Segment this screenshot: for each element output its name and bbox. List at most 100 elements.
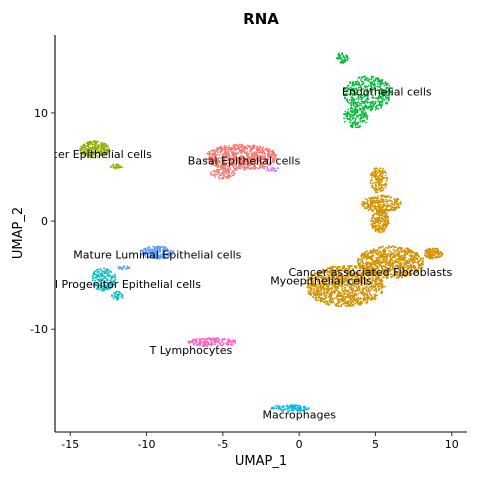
data-point bbox=[366, 92, 369, 95]
cluster-points bbox=[336, 52, 394, 129]
data-point bbox=[272, 167, 275, 170]
data-point bbox=[385, 207, 387, 210]
data-point bbox=[250, 148, 252, 151]
data-point bbox=[407, 258, 410, 260]
data-point bbox=[377, 91, 380, 94]
data-point bbox=[393, 202, 396, 205]
data-point bbox=[381, 218, 384, 221]
data-point bbox=[372, 100, 375, 103]
data-point bbox=[431, 249, 434, 252]
data-point bbox=[218, 339, 221, 342]
data-point bbox=[358, 86, 360, 89]
data-point bbox=[346, 59, 349, 61]
data-point bbox=[110, 165, 113, 168]
data-point bbox=[399, 201, 402, 203]
data-point bbox=[351, 290, 353, 292]
data-point bbox=[343, 94, 346, 97]
data-point bbox=[377, 197, 379, 199]
data-point bbox=[377, 283, 380, 286]
data-point bbox=[371, 282, 374, 285]
data-point bbox=[274, 170, 277, 172]
data-point bbox=[217, 168, 220, 171]
data-point bbox=[350, 96, 353, 98]
data-point bbox=[406, 251, 409, 254]
data-point bbox=[369, 207, 372, 209]
data-point bbox=[354, 298, 357, 300]
data-point bbox=[115, 290, 118, 293]
data-point bbox=[352, 301, 355, 304]
data-point bbox=[366, 115, 369, 118]
data-point bbox=[379, 258, 382, 260]
data-point bbox=[231, 161, 234, 164]
data-point bbox=[385, 96, 388, 99]
data-point bbox=[351, 84, 354, 87]
data-point bbox=[371, 96, 374, 99]
data-point bbox=[201, 340, 204, 343]
data-point bbox=[228, 145, 231, 147]
data-point bbox=[373, 181, 375, 184]
data-point bbox=[375, 228, 378, 230]
data-point bbox=[115, 168, 118, 170]
data-point bbox=[385, 101, 388, 104]
data-point bbox=[368, 89, 371, 92]
data-point bbox=[367, 94, 370, 97]
data-point bbox=[338, 295, 341, 298]
data-point bbox=[368, 296, 371, 299]
data-point bbox=[229, 148, 232, 151]
data-point bbox=[338, 55, 340, 58]
data-point bbox=[364, 112, 367, 115]
data-point bbox=[94, 273, 97, 276]
data-point bbox=[361, 260, 364, 262]
data-point bbox=[367, 84, 370, 87]
data-point bbox=[393, 209, 396, 212]
data-point bbox=[378, 289, 380, 292]
data-point bbox=[315, 296, 317, 299]
data-point bbox=[372, 80, 375, 83]
data-point bbox=[373, 82, 376, 85]
data-point bbox=[375, 256, 377, 259]
data-point bbox=[366, 88, 369, 91]
data-point bbox=[265, 160, 268, 163]
data-point bbox=[360, 110, 363, 113]
data-point bbox=[376, 172, 379, 175]
data-point bbox=[242, 147, 245, 149]
data-point bbox=[396, 197, 399, 200]
data-point bbox=[412, 261, 415, 264]
data-point bbox=[388, 96, 390, 99]
data-point bbox=[204, 341, 207, 343]
data-point bbox=[390, 200, 393, 202]
data-point bbox=[355, 82, 357, 85]
data-point bbox=[368, 251, 371, 254]
data-point bbox=[359, 114, 362, 116]
data-point bbox=[365, 296, 368, 299]
data-point bbox=[239, 149, 241, 152]
data-point bbox=[85, 145, 87, 148]
data-point bbox=[379, 231, 382, 234]
data-point bbox=[91, 153, 94, 156]
data-point bbox=[353, 84, 355, 87]
data-point bbox=[366, 85, 368, 88]
data-point bbox=[384, 95, 387, 98]
data-point bbox=[95, 149, 98, 151]
data-point bbox=[247, 161, 250, 164]
data-point bbox=[385, 90, 388, 93]
data-point bbox=[259, 145, 262, 148]
data-point bbox=[207, 337, 210, 339]
data-point bbox=[127, 267, 130, 269]
data-point bbox=[329, 296, 332, 298]
data-point bbox=[365, 113, 368, 116]
data-point bbox=[388, 94, 390, 96]
data-point bbox=[83, 154, 86, 157]
data-point bbox=[393, 204, 396, 207]
data-point bbox=[228, 163, 231, 166]
data-point bbox=[379, 80, 382, 83]
data-point bbox=[427, 253, 430, 255]
data-point bbox=[317, 289, 320, 291]
data-point bbox=[348, 117, 351, 120]
data-point bbox=[398, 206, 401, 209]
data-point bbox=[255, 151, 258, 154]
data-point bbox=[79, 148, 81, 151]
data-point bbox=[216, 149, 219, 152]
data-point bbox=[360, 79, 362, 81]
data-point bbox=[373, 89, 376, 91]
